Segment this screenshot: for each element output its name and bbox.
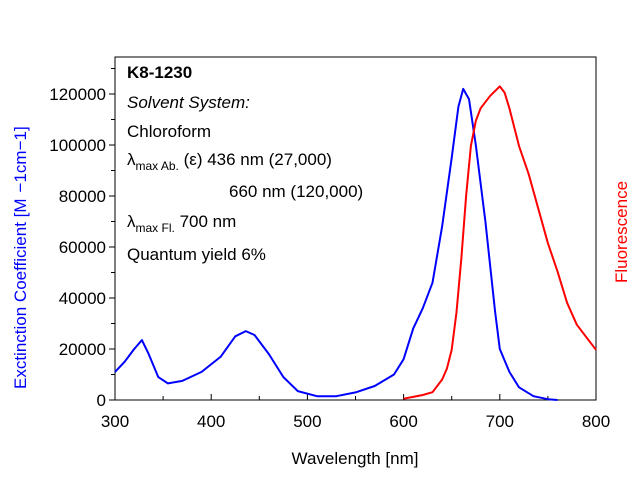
x-tick-label: 600 bbox=[389, 412, 417, 431]
x-tick-label: 300 bbox=[101, 412, 129, 431]
y-axis-label-right: Fluorescence bbox=[612, 181, 631, 283]
fl-max: λmax Fl. 700 nm bbox=[127, 212, 237, 235]
x-tick-label: 700 bbox=[486, 412, 514, 431]
abs-max-line1: λmax Ab. (ε) 436 nm (27,000) bbox=[127, 150, 332, 173]
quantum-yield: Quantum yield 6% bbox=[127, 245, 266, 264]
y-tick-label: 100000 bbox=[49, 136, 106, 155]
x-tick-label: 500 bbox=[293, 412, 321, 431]
x-axis-label: Wavelength [nm] bbox=[292, 449, 419, 468]
y-tick-label: 60000 bbox=[59, 238, 106, 257]
x-tick-label: 800 bbox=[582, 412, 610, 431]
y-tick-label: 80000 bbox=[59, 187, 106, 206]
y-axis-label-left: Exctinction Coefficient [M−1cm−1] bbox=[11, 126, 30, 389]
y-tick-label: 0 bbox=[97, 391, 106, 410]
fluorescence-series-line bbox=[403, 85, 597, 400]
abs-max-line2: 660 nm (120,000) bbox=[229, 182, 364, 201]
y-tick-label: 40000 bbox=[59, 289, 106, 308]
absorption-series-line bbox=[114, 87, 558, 401]
y-tick-label: 120000 bbox=[49, 85, 106, 104]
x-tick-label: 400 bbox=[197, 412, 225, 431]
solvent-label: Solvent System: bbox=[127, 93, 250, 112]
y-tick-label: 20000 bbox=[59, 340, 106, 359]
compound-id: K8-1230 bbox=[127, 63, 193, 82]
solvent-value: Chloroform bbox=[127, 122, 212, 141]
